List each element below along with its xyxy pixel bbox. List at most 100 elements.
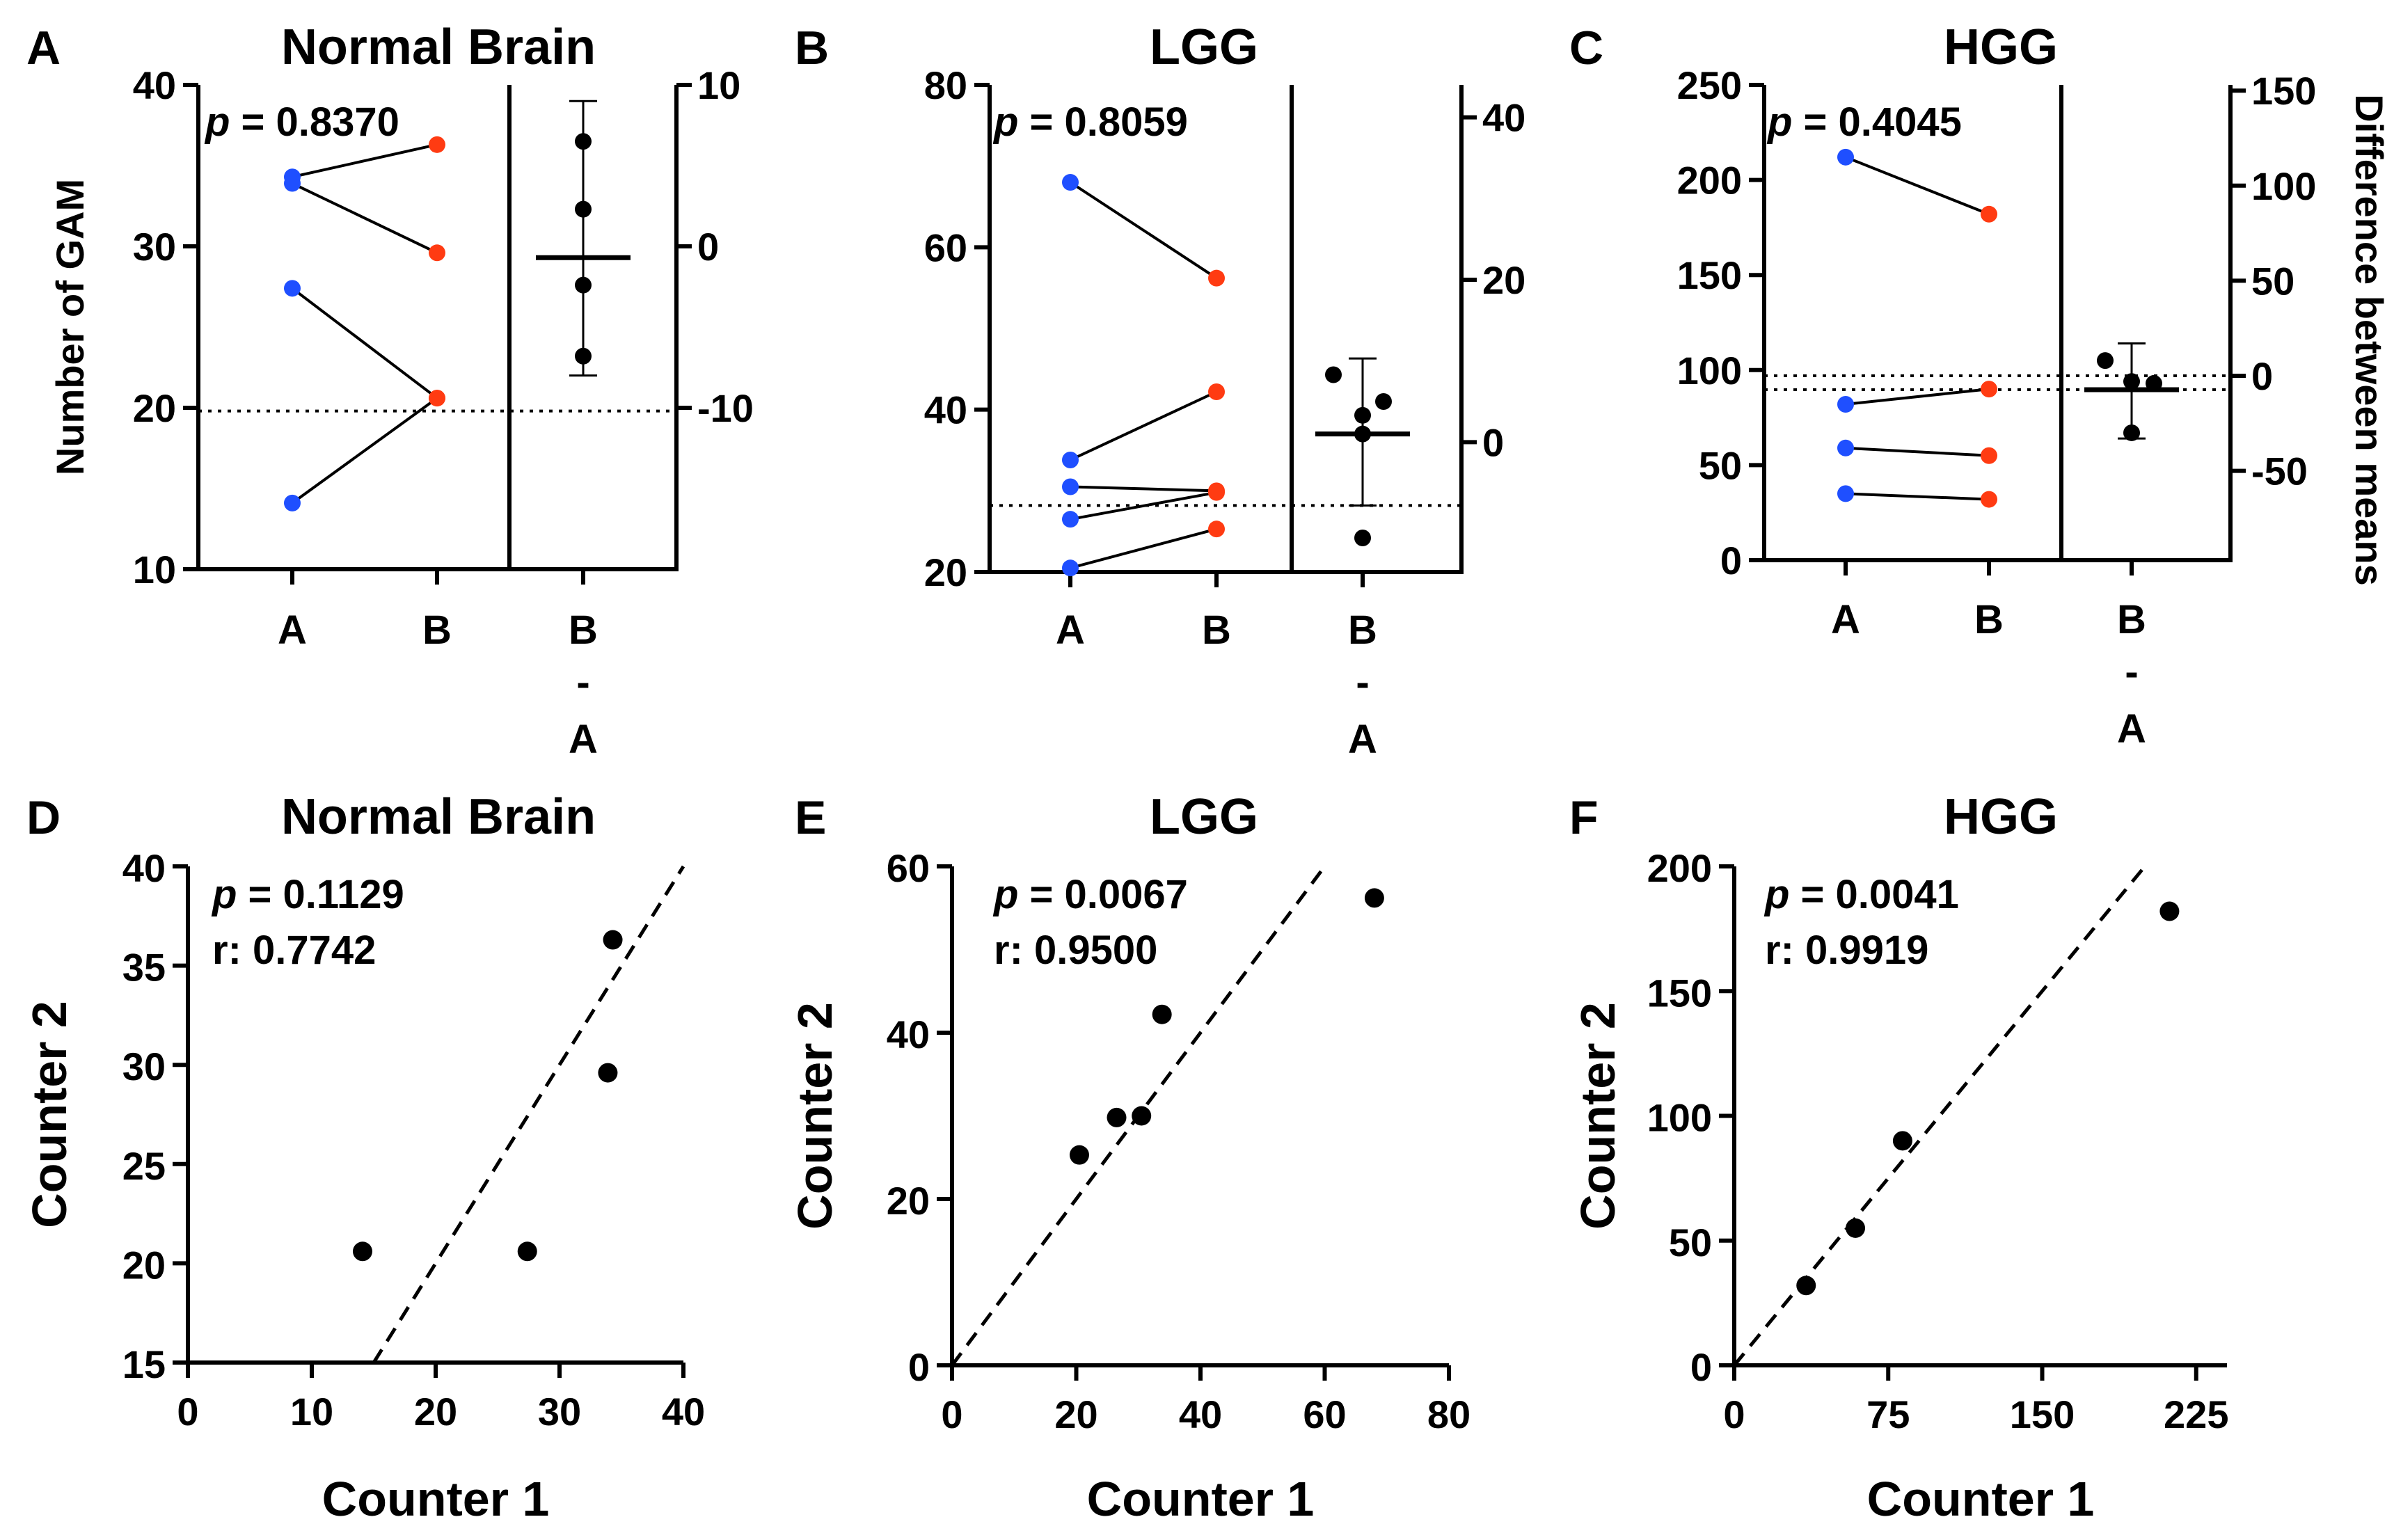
- panel-f-scatter-point-1: [1846, 1218, 1866, 1238]
- panel-c-diff-tick-label-0: -50: [2251, 450, 2308, 493]
- panel-a-p-value: p = 0.8370: [204, 100, 399, 145]
- panel-d-y-tick-label-5: 40: [122, 846, 166, 890]
- panel-e-x-tick-label-4: 80: [1427, 1392, 1471, 1436]
- panel-e-x-tick-label-1: 20: [1054, 1392, 1097, 1436]
- panel-a-diff-category-label-0: B: [569, 608, 598, 653]
- panel-b-y-tick-label-2: 60: [924, 225, 967, 269]
- panel-b-pair-line-2: [1070, 485, 1217, 493]
- panel-d-x-tick-label-3: 30: [538, 1390, 581, 1434]
- panel-e-x-axis-label: Counter 1: [1087, 1472, 1315, 1526]
- panel-e-scatter-point-3: [1152, 1004, 1172, 1024]
- panel-b-difference-point-2: [1354, 406, 1371, 424]
- panel-b-point-b-3: [1208, 484, 1225, 501]
- panel-a-y-tick-label-1: 20: [133, 386, 176, 430]
- panel-b-pair-line-4: [1070, 527, 1217, 570]
- panel-d-letter: D: [26, 791, 61, 844]
- panel-a-axes-frame: [196, 85, 679, 571]
- panel-e-title: LGG: [1150, 789, 1258, 845]
- panel-c-point-a-2: [1837, 439, 1854, 457]
- panel-d-y-tick-label-0: 15: [122, 1342, 166, 1386]
- panel-c-y-tick-label-5: 250: [1677, 63, 1742, 107]
- panel-c-point-a-1: [1837, 395, 1854, 413]
- panel-b-point-b-1: [1208, 383, 1225, 400]
- panel-e-scatter-point-1: [1107, 1107, 1127, 1127]
- panel-c-y-tick-label-1: 50: [1699, 443, 1742, 487]
- panel-d-y-axis-label: Counter 2: [22, 1001, 77, 1228]
- panel-a-pair-line-2: [291, 287, 438, 399]
- panel-c-difference-point-0: [2097, 352, 2114, 370]
- panel-a-pair-line-1: [292, 182, 438, 255]
- panel-a-y-tick-label-0: 10: [133, 548, 176, 592]
- panel-f-x-tick-label-1: 75: [1866, 1392, 1910, 1436]
- panel-e-x-tick-label-3: 60: [1303, 1392, 1346, 1436]
- panel-c-diff-tick-label-3: 100: [2251, 164, 2316, 208]
- panel-e-letter: E: [795, 791, 826, 844]
- panel-c-diff-tick-label-1: 0: [2251, 354, 2273, 398]
- panel-a-y-axis-label: Number of GAM: [48, 179, 92, 475]
- panel-a-y-tick-label-2: 30: [133, 225, 176, 269]
- panel-a-diff-tick-label-1: 0: [697, 225, 719, 269]
- panel-c-pair-line-0: [1845, 155, 1990, 216]
- panel-f-p-value: p = 0.0041: [1763, 872, 1959, 917]
- panel-b-title: LGG: [1150, 19, 1258, 75]
- panel-f-y-tick-label-0: 0: [1690, 1345, 1712, 1389]
- panel-c-letter: C: [1569, 22, 1603, 74]
- panel-b-point-a-1: [1062, 452, 1079, 468]
- panel-c-y-tick-label-2: 100: [1677, 349, 1742, 392]
- panel-a-pair-line-0: [292, 143, 438, 179]
- panel-b-difference-point-0: [1325, 366, 1342, 383]
- panel-d-r-value: r: 0.7742: [212, 928, 376, 973]
- panel-f-y-tick-label-1: 50: [1669, 1221, 1712, 1264]
- panel-d-x-tick-label-0: 0: [177, 1390, 198, 1434]
- panel-a-difference-point-3: [575, 347, 592, 365]
- panel-b-point-a-0: [1062, 174, 1079, 191]
- panel-d-scatter-point-0: [352, 1241, 372, 1262]
- panel-c-diff-category-label-2: A: [2117, 706, 2146, 752]
- panel-b-category-a-label: A: [1056, 608, 1085, 653]
- panel-b-diff-tick-label-1: 20: [1482, 258, 1525, 302]
- panel-b-diff-category-label-0: B: [1348, 608, 1377, 653]
- panel-b-category-b-label: B: [1202, 608, 1231, 653]
- panel-a-diff-tick-label-2: 10: [697, 63, 740, 107]
- panel-b-y-tick-label-0: 20: [924, 550, 967, 594]
- panel-b-diff-tick-label-2: 40: [1482, 96, 1525, 140]
- panel-a-pair-line-3: [291, 397, 438, 505]
- panel-b-diff-category-label-2: A: [1348, 717, 1377, 762]
- panel-b-y-tick-label-1: 40: [924, 388, 967, 432]
- panel-a-diff-category-label-1: -: [576, 660, 589, 705]
- panel-b-point-a-4: [1062, 559, 1079, 577]
- panel-c-y-tick-label-3: 150: [1677, 253, 1742, 297]
- panel-c-point-b-0: [1981, 205, 1997, 223]
- panel-d-y-tick-label-2: 25: [122, 1144, 166, 1188]
- panel-c-axes-frame: [1762, 85, 2233, 562]
- panel-f-y-tick-label-3: 150: [1647, 971, 1712, 1015]
- panel-b-y-tick-label-3: 80: [924, 63, 967, 107]
- panel-c-category-a-label: A: [1831, 597, 1860, 642]
- panel-e-scatter-point-4: [1364, 888, 1384, 908]
- panel-e-y-tick-label-0: 0: [908, 1345, 930, 1389]
- panel-b-diff-category-label-1: -: [1356, 660, 1369, 705]
- panel-d-p-value: p = 0.1129: [211, 872, 404, 917]
- panel-f-r-value: r: 0.9919: [1765, 928, 1928, 973]
- panel-e-x-tick-label-2: 40: [1179, 1392, 1222, 1436]
- panel-a-diff-category-label-2: A: [569, 717, 598, 762]
- panel-c-point-a-0: [1837, 148, 1854, 166]
- panel-f-y-tick-label-4: 200: [1647, 846, 1712, 890]
- panel-f-scatter-point-2: [1892, 1131, 1912, 1151]
- panel-a-category-b-label: B: [422, 608, 452, 653]
- panel-c-pair-line-2: [1845, 446, 1990, 457]
- panel-c-pair-line-3: [1845, 492, 1990, 501]
- panel-a-diff-tick-label-0: -10: [697, 386, 754, 430]
- panel-f-x-axis-label: Counter 1: [1867, 1472, 2095, 1526]
- panel-d-x-axis-label: Counter 1: [322, 1472, 550, 1526]
- panel-c-diff-tick-label-4: 150: [2251, 69, 2316, 113]
- panel-f-x-tick-label-0: 0: [1723, 1392, 1745, 1436]
- panel-e-scatter-point-0: [1069, 1145, 1089, 1165]
- panel-b-difference-point-1: [1375, 393, 1392, 410]
- panel-a-letter: A: [26, 22, 61, 74]
- panel-e-y-tick-label-3: 60: [887, 846, 930, 890]
- panel-c-right-axis-label: Difference between means: [2347, 94, 2391, 585]
- panel-d-identity-line: [372, 865, 685, 1364]
- panel-a-point-b-0: [429, 136, 445, 153]
